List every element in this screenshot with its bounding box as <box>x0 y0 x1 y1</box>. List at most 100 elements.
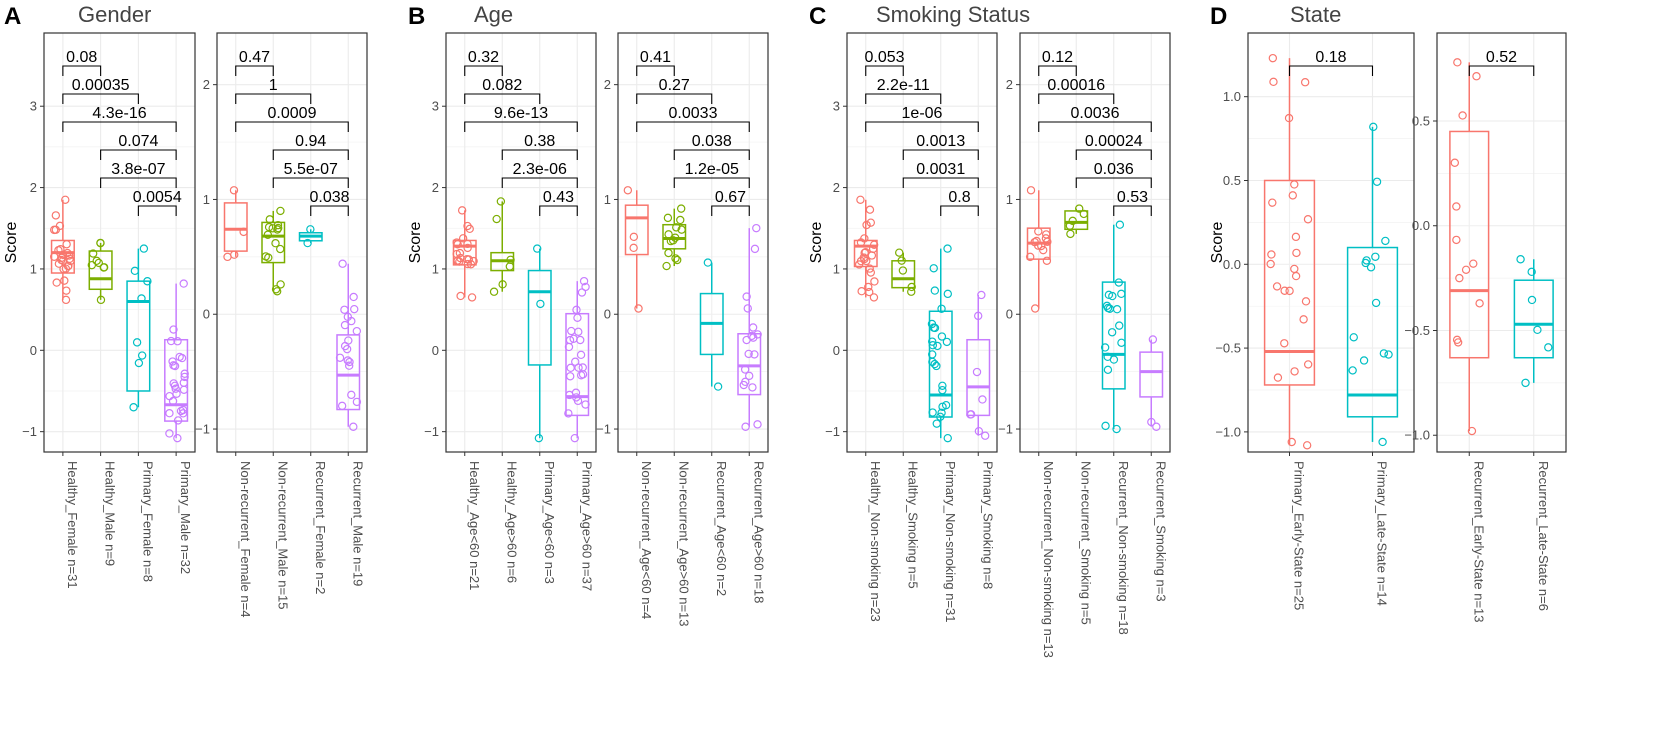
category-label: Recurrent_Non-smoking n=18 <box>1116 461 1131 635</box>
category-label: Recurrent_Female n=2 <box>313 461 328 594</box>
data-point <box>340 320 350 330</box>
data-point <box>347 390 356 400</box>
data-point <box>129 403 138 412</box>
data-point <box>533 244 542 253</box>
category-label: Healthy_Age<60 n=21 <box>467 461 482 590</box>
data-point <box>58 250 68 260</box>
data-point <box>463 243 472 253</box>
chart-panel-c2: −1 0 1 2 Non-recurrent_Non-smoking n=13 Non-r… <box>998 32 1171 658</box>
data-point <box>1068 216 1077 226</box>
box-iqr <box>223 202 248 252</box>
y-tick-label: 3 <box>833 99 840 114</box>
data-point <box>1079 209 1089 219</box>
box-1 <box>87 238 113 305</box>
significance-bracket: 0.32 <box>464 49 503 76</box>
data-point <box>96 295 106 305</box>
panel-letter: B <box>408 3 425 30</box>
data-point <box>534 433 544 443</box>
y-tick-label: −1.0 <box>1215 424 1241 439</box>
bracket-line <box>711 205 750 216</box>
data-point <box>61 264 71 273</box>
data-point <box>54 246 63 255</box>
data-point <box>978 395 987 404</box>
significance-bracket: 0.053 <box>864 49 905 76</box>
data-point <box>1371 298 1381 308</box>
data-point <box>265 215 274 224</box>
category-label: Recurrent_Late-State n=6 <box>1536 461 1551 611</box>
y-tick-label: −1 <box>195 422 210 437</box>
data-point <box>1148 335 1158 344</box>
data-point <box>1455 273 1464 283</box>
bracket-line <box>272 149 349 160</box>
category-label: Recurrent_Male n=19 <box>350 461 365 586</box>
bracket-line <box>464 65 503 76</box>
data-point <box>230 250 239 259</box>
data-point <box>239 227 248 237</box>
data-point <box>741 422 750 431</box>
y-tick-label: 0 <box>604 307 611 322</box>
data-point <box>571 388 581 397</box>
data-point <box>1450 158 1460 167</box>
box-2 <box>699 258 724 391</box>
significance-bracket: 0.074 <box>100 133 177 160</box>
significance-bracket: 0.47 <box>235 49 274 76</box>
bracket-line <box>539 205 578 216</box>
data-point <box>713 382 723 391</box>
significance-bracket: 0.67 <box>711 189 750 216</box>
data-point <box>1108 291 1117 301</box>
p-value-label: 4.3e-16 <box>92 105 146 122</box>
data-point <box>748 383 757 392</box>
p-value-label: 0.00035 <box>72 77 130 94</box>
y-tick-label: 1 <box>1006 192 1013 207</box>
significance-bracket: 0.27 <box>636 77 713 104</box>
data-point <box>173 337 182 346</box>
data-point <box>165 391 174 401</box>
box-1 <box>891 248 916 296</box>
data-point <box>54 259 64 268</box>
plot-border <box>216 32 368 453</box>
category-label: Primary_Early-State n=25 <box>1292 461 1307 610</box>
data-point <box>938 381 947 391</box>
data-point <box>180 369 189 378</box>
data-point <box>564 342 574 352</box>
bracket-line <box>62 65 102 76</box>
data-point <box>261 252 270 261</box>
data-point <box>741 377 750 387</box>
significance-bracket: 0.0009 <box>235 105 349 132</box>
y-tick-label: 1 <box>604 192 611 207</box>
significance-bracket: 0.94 <box>272 133 349 160</box>
y-tick-label: −0.5 <box>1215 341 1241 356</box>
data-point <box>907 282 916 292</box>
p-value-label: 0.8 <box>948 189 970 206</box>
data-point <box>752 223 761 233</box>
p-value-label: 0.27 <box>659 77 690 94</box>
box-2 <box>1100 220 1126 434</box>
data-point <box>1065 221 1075 230</box>
panel-title: Smoking Status <box>876 2 1030 27</box>
data-point <box>1379 349 1389 358</box>
data-point <box>489 287 499 296</box>
data-point <box>1300 78 1310 87</box>
box-3 <box>737 223 762 431</box>
y-tick-label: 2 <box>203 77 210 92</box>
data-point <box>750 350 759 359</box>
data-point <box>467 293 477 302</box>
data-point <box>629 232 639 242</box>
data-point <box>352 397 362 407</box>
data-point <box>492 214 501 224</box>
data-point <box>623 186 633 195</box>
data-point <box>271 238 280 248</box>
data-point <box>581 400 590 409</box>
data-point <box>347 316 356 326</box>
data-point <box>743 304 752 313</box>
data-point <box>866 268 876 277</box>
y-axis-label: Score <box>407 222 424 264</box>
data-point <box>928 341 938 350</box>
y-tick-label: 1 <box>833 261 840 276</box>
data-point <box>62 286 71 295</box>
data-point <box>1475 299 1484 308</box>
data-point <box>335 353 345 362</box>
y-tick-label: 3 <box>30 99 37 114</box>
data-point <box>856 238 866 247</box>
